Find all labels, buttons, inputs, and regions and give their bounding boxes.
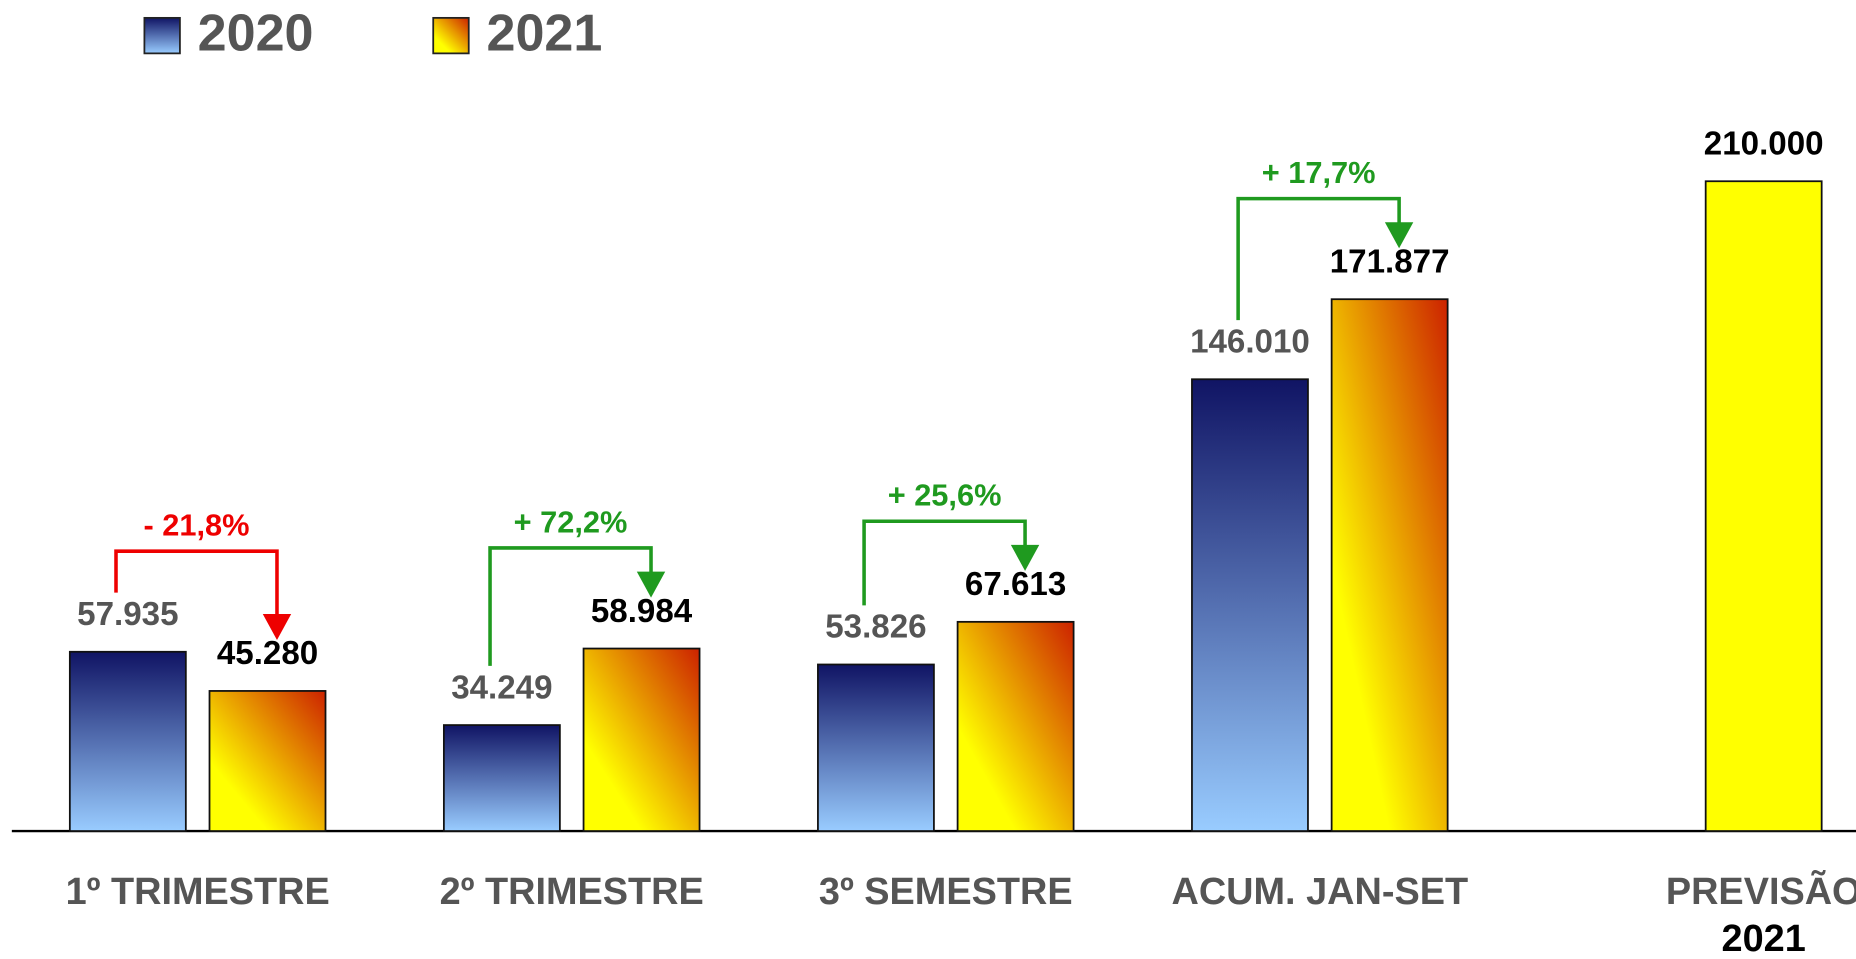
bar xyxy=(817,663,935,832)
value-label: 53.826 xyxy=(825,609,926,646)
bar xyxy=(956,620,1075,832)
x-tick-label: ACUM. JAN-SET xyxy=(1172,871,1469,913)
bar xyxy=(68,650,187,832)
change-arrowhead xyxy=(636,571,666,598)
change-arrowhead xyxy=(1384,222,1414,249)
legend-label: 2020 xyxy=(198,5,314,63)
value-label: 57.935 xyxy=(77,596,178,633)
change-label: + 25,6% xyxy=(888,478,1002,513)
bar xyxy=(582,647,701,832)
change-label: - 21,8% xyxy=(143,508,249,543)
legend-swatch xyxy=(432,16,470,55)
value-label: 146.010 xyxy=(1190,323,1310,360)
x-tick-label: 1º TRIMESTRE xyxy=(66,871,330,913)
value-label: 171.877 xyxy=(1330,243,1450,280)
change-arrowhead xyxy=(1010,544,1040,571)
value-label: 67.613 xyxy=(965,566,1066,603)
bar xyxy=(1704,180,1823,832)
x-tick-label: PREVISÃO xyxy=(1666,869,1856,913)
x-tick-label: 2021 xyxy=(1722,918,1806,959)
change-arrow xyxy=(1236,196,1401,321)
legend-label: 2021 xyxy=(486,5,602,63)
change-label: + 72,2% xyxy=(514,504,628,539)
bar xyxy=(1191,378,1309,832)
value-label: 210.000 xyxy=(1704,125,1824,162)
x-tick-label: 3º SEMESTRE xyxy=(819,871,1073,913)
value-label: 45.280 xyxy=(217,635,318,672)
x-tick-label: 2º TRIMESTRE xyxy=(440,871,704,913)
value-label: 58.984 xyxy=(591,593,693,630)
change-arrow xyxy=(862,519,1027,606)
change-label: + 17,7% xyxy=(1262,155,1376,190)
bar xyxy=(442,724,561,832)
legend-swatch xyxy=(143,16,181,55)
value-label: 34.249 xyxy=(451,669,552,706)
change-arrowhead xyxy=(262,614,292,641)
change-arrow xyxy=(114,549,279,617)
bar xyxy=(208,690,327,832)
change-arrow xyxy=(488,546,653,666)
bar xyxy=(1330,298,1449,832)
